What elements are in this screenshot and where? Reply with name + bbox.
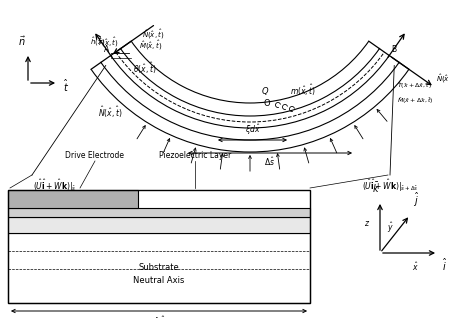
Text: $\vec{n}$: $\vec{n}$ — [18, 35, 26, 48]
Bar — [8, 233, 310, 303]
Bar — [8, 190, 310, 303]
Text: $\Delta\hat{x}$: $\Delta\hat{x}$ — [153, 314, 165, 318]
Text: $\hat{T}(\hat{x},\hat{t})$: $\hat{T}(\hat{x},\hat{t})$ — [97, 36, 118, 49]
Bar — [8, 190, 138, 208]
Text: $\hat{i}$: $\hat{i}$ — [442, 257, 448, 273]
Text: Piezoelectric Layer: Piezoelectric Layer — [159, 151, 231, 160]
Text: $\hat{T}(\hat{x}+\Delta\hat{x},\hat{t})$: $\hat{T}(\hat{x}+\Delta\hat{x},\hat{t})$ — [397, 80, 432, 91]
Text: Q: Q — [262, 87, 269, 96]
Text: $\hat{x}$: $\hat{x}$ — [411, 261, 419, 273]
Text: $(\hat{U}\hat{\mathbf{i}}+\hat{W}\mathbf{k})|_{\hat{s}}$: $(\hat{U}\hat{\mathbf{i}}+\hat{W}\mathbf… — [33, 178, 77, 194]
Text: $m(\hat{x},\hat{t})$: $m(\hat{x},\hat{t})$ — [290, 82, 316, 98]
Bar — [8, 208, 310, 217]
Text: $\hat{h}(\hat{x})$: $\hat{h}(\hat{x})$ — [90, 35, 106, 47]
Text: $(\hat{U}\hat{\mathbf{i}}+\hat{W}\mathbf{k})|_{\hat{s}+\Delta\hat{s}}$: $(\hat{U}\hat{\mathbf{i}}+\hat{W}\mathbf… — [362, 178, 418, 194]
Text: Neutral Axis: Neutral Axis — [133, 276, 185, 285]
Text: $\bar{k}$: $\bar{k}$ — [372, 181, 380, 195]
Text: $\hat{t}$: $\hat{t}$ — [63, 78, 69, 94]
Text: $\xi d\hat{x}$: $\xi d\hat{x}$ — [245, 122, 260, 137]
Text: B: B — [391, 45, 396, 53]
Text: $\hat{N}(\hat{x},\hat{t})$: $\hat{N}(\hat{x},\hat{t})$ — [143, 28, 165, 41]
Text: $\Delta\hat{s}$: $\Delta\hat{s}$ — [264, 156, 275, 169]
Text: $\hat{M}(\hat{x}+\Delta\hat{x},\hat{t})$: $\hat{M}(\hat{x}+\Delta\hat{x},\hat{t})$ — [397, 95, 434, 106]
Text: Substrate: Substrate — [138, 264, 179, 273]
Text: $\hat{N}(\hat{x},\hat{t})$: $\hat{N}(\hat{x},\hat{t})$ — [98, 105, 122, 121]
Text: Drive Electrode: Drive Electrode — [65, 151, 125, 160]
Text: $\theta(\hat{x},\hat{t})$: $\theta(\hat{x},\hat{t})$ — [133, 60, 156, 76]
Text: A: A — [103, 45, 109, 53]
Bar — [8, 217, 310, 233]
Text: $z$: $z$ — [364, 218, 370, 227]
Text: $\hat{j}$: $\hat{j}$ — [413, 191, 420, 209]
Text: $\hat{y}$: $\hat{y}$ — [387, 221, 394, 235]
Text: $\hat{M}(\hat{x},\hat{t})$: $\hat{M}(\hat{x},\hat{t})$ — [139, 39, 163, 52]
Text: O: O — [264, 99, 270, 107]
Text: $\hat{N}(\hat{x}$: $\hat{N}(\hat{x}$ — [436, 73, 450, 85]
